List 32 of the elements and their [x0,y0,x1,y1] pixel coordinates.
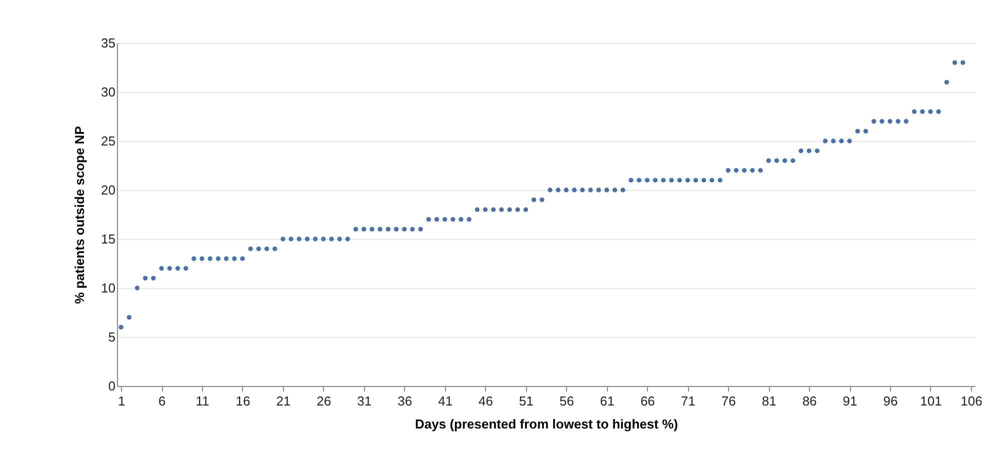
x-tick-label: 61 [600,394,614,408]
x-tick-label: 26 [316,394,332,408]
y-axis-title: % patients outside scope NP [72,126,88,304]
y-tick-label: 15 [101,232,116,246]
x-tick-label: 11 [196,394,210,408]
x-tick-label: 56 [560,394,574,408]
y-tick-label: 0 [108,378,116,394]
x-axis-title: Days (presented from lowest to highest %) [415,416,678,432]
y-tick-label: 35 [101,36,116,50]
x-tick-label: 46 [478,394,494,408]
x-tick-label: 71 [680,394,696,408]
x-tick-label: 41 [438,394,453,408]
y-tick-label: 25 [101,134,116,148]
x-tick-label: 16 [236,394,250,408]
x-tick-label: 101 [920,394,942,408]
x-tick-label: 66 [640,394,655,408]
x-tick-label: 91 [842,394,858,408]
x-tick-label: 106 [960,394,982,408]
x-tick-label: 6 [158,394,166,408]
y-tick-label: 5 [108,330,116,344]
x-tick-label: 36 [398,394,412,408]
x-tick-label: 21 [276,394,291,408]
x-tick-label: 76 [721,394,736,408]
x-tick-label: 51 [519,394,534,408]
x-tick-label: 31 [357,394,372,408]
y-tick-label: 10 [101,280,116,296]
x-tick-label: 86 [802,394,817,408]
x-tick-label: 81 [762,394,776,408]
y-tick-label: 30 [101,84,116,100]
y-tick-label: 20 [101,182,116,198]
x-tick-label: 1 [118,394,126,408]
x-tick-label: 96 [883,394,898,408]
